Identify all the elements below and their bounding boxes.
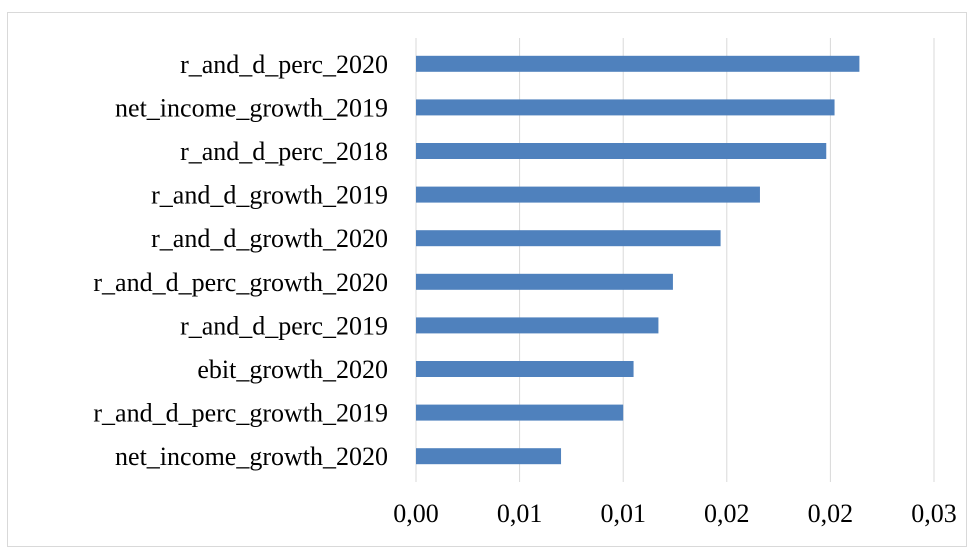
- bar-r_and_d_perc_2020: [416, 55, 860, 72]
- bar-net_income_growth_2020: [416, 448, 562, 465]
- category-label: r_and_d_perc_growth_2019: [93, 399, 388, 428]
- bar-net_income_growth_2019: [416, 99, 835, 116]
- bar-r_and_d_perc_growth_2020: [416, 273, 673, 290]
- x-tick-label: 0,02: [808, 499, 854, 528]
- x-tick-labels: 0,00 0,01 0,01 0,02 0,02 0,03: [393, 499, 957, 528]
- bar-r_and_d_growth_2019: [416, 186, 760, 203]
- category-label: net_income_growth_2019: [115, 93, 388, 122]
- category-label: r_and_d_growth_2020: [151, 224, 388, 253]
- category-label: r_and_d_perc_2020: [180, 50, 388, 79]
- bar-r_and_d_growth_2020: [416, 230, 721, 247]
- bars: [416, 55, 860, 465]
- bar-r_and_d_perc_growth_2019: [416, 404, 624, 421]
- category-label: net_income_growth_2020: [115, 442, 388, 471]
- x-tick-label: 0,02: [704, 499, 750, 528]
- category-label: r_and_d_perc_growth_2020: [93, 268, 388, 297]
- category-labels: r_and_d_perc_2020 net_income_growth_2019r…: [93, 50, 388, 471]
- category-label: r_and_d_growth_2019: [151, 181, 388, 210]
- category-label: r_and_d_perc_2019: [180, 311, 388, 340]
- x-tick-label: 0,01: [600, 499, 646, 528]
- category-label: ebit_growth_2020: [197, 355, 388, 384]
- bar-r_and_d_perc_2019: [416, 317, 659, 334]
- x-tick-label: 0,01: [497, 499, 543, 528]
- x-tick-label: 0,03: [911, 499, 957, 528]
- x-tick-label: 0,00: [393, 499, 439, 528]
- category-label: r_and_d_perc_2018: [180, 137, 388, 166]
- bar-ebit_growth_2020: [416, 361, 634, 377]
- bar-r_and_d_perc_2018: [416, 143, 827, 159]
